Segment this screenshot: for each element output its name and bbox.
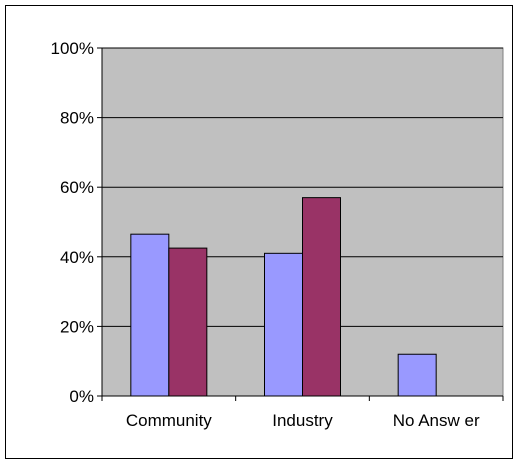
y-tick-label: 80%	[60, 109, 94, 128]
x-tick-label: Industry	[272, 411, 333, 430]
chart-frame: 0% 20% 40% 60% 80% 100% Community Industry No A…	[5, 5, 513, 459]
y-tick-labels: 0% 20% 40% 60% 80% 100%	[51, 39, 94, 406]
y-tick-label: 0%	[69, 387, 94, 406]
x-tick-label: Community	[126, 411, 212, 430]
axes	[97, 47, 504, 401]
bar	[302, 197, 341, 397]
y-tick-label: 20%	[60, 317, 94, 336]
bars	[130, 197, 437, 397]
bar-chart: 0% 20% 40% 60% 80% 100% Community Industry No A…	[51, 39, 504, 430]
y-tick-label: 40%	[60, 248, 94, 267]
bar	[264, 252, 303, 397]
bar	[168, 247, 208, 397]
y-tick-label: 60%	[60, 178, 94, 197]
bar	[130, 233, 170, 397]
y-tick-label: 100%	[51, 39, 94, 58]
x-tick-labels: Community Industry No Answ er	[126, 411, 480, 430]
x-tick-label: No Answ er	[393, 411, 480, 430]
bar	[397, 353, 437, 397]
